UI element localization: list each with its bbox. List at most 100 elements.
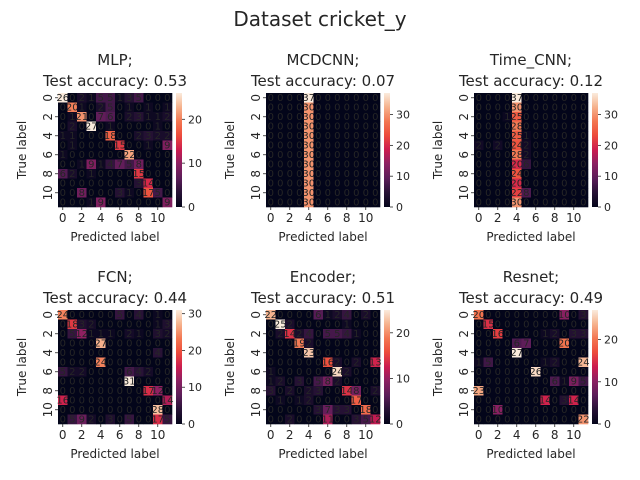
cell-value-label: 0 — [372, 131, 378, 142]
heatmap-cell — [304, 376, 314, 387]
heatmap-cell — [162, 405, 173, 415]
heatmap-cell — [162, 319, 173, 330]
heatmap-cell — [285, 338, 295, 349]
colorbar-tick-label: 20 — [188, 113, 202, 126]
cell-value-label: 0 — [542, 414, 548, 425]
heatmap-cell — [531, 310, 541, 320]
cell-value-label: 0 — [363, 357, 369, 368]
cell-value-label: 0 — [88, 140, 94, 151]
heatmap-cell — [304, 102, 314, 113]
heatmap-cell — [569, 395, 579, 406]
heatmap-cell — [115, 329, 125, 339]
cell-value-label: 0 — [107, 169, 113, 180]
x-tick-label: 10 — [566, 211, 581, 225]
cell-value-label: 0 — [523, 169, 529, 180]
heatmap-cell — [521, 178, 532, 189]
heatmap-cell — [370, 395, 381, 406]
heatmap-cell — [294, 169, 305, 179]
cell-value-label: 0 — [495, 197, 501, 208]
cell-value-label: 0 — [296, 121, 302, 132]
cell-value-label: 1 — [561, 376, 567, 387]
cell-value-label: 0 — [523, 102, 529, 113]
cell-value-label: 0 — [98, 169, 104, 180]
heatmap-cell — [502, 131, 513, 141]
heatmap-cell — [67, 414, 78, 425]
heatmap-cell — [124, 348, 135, 358]
heatmap-cell — [342, 112, 352, 122]
heatmap-cell — [323, 338, 333, 349]
heatmap-cell — [483, 338, 494, 349]
cell-value-label: 0 — [268, 338, 274, 349]
heatmap-cell — [323, 414, 333, 425]
heatmap-cell — [313, 178, 324, 189]
heatmap-cell — [162, 310, 173, 320]
heatmap-cell — [332, 159, 343, 170]
heatmap-cell — [294, 338, 305, 349]
cell-value-label: 0 — [277, 338, 283, 349]
cell-value-label: 0 — [296, 93, 302, 104]
heatmap-cell — [304, 112, 314, 122]
cell-value-label: 0 — [504, 395, 510, 406]
heatmap-cell — [361, 414, 371, 425]
cell-value-label: 27 — [85, 121, 98, 132]
cell-value-label: 7 — [325, 405, 331, 416]
cell-value-label: 0 — [372, 197, 378, 208]
cell-value-label: 0 — [88, 112, 94, 123]
cell-value-label: 0 — [372, 348, 378, 359]
cell-value-label: 0 — [98, 348, 104, 359]
heatmap-cell — [569, 367, 579, 377]
heatmap-cell — [493, 140, 503, 151]
x-tick-label: 0 — [475, 211, 483, 225]
cell-value-label: 8 — [136, 159, 142, 170]
heatmap-cell — [474, 386, 484, 396]
cell-value-label: 0 — [117, 121, 123, 132]
heatmap-cell — [493, 395, 503, 406]
heatmap-cell — [578, 405, 589, 415]
cell-value-label: 0 — [107, 376, 113, 387]
heatmap-cell — [342, 319, 352, 330]
heatmap-cell — [361, 338, 371, 349]
heatmap-cell — [332, 93, 343, 103]
x-tick-label: 6 — [116, 428, 124, 442]
cell-value-label: 0 — [523, 319, 529, 330]
cell-value-label: 0 — [287, 102, 293, 113]
cell-value-label: 0 — [523, 376, 529, 387]
cell-value-label: 20 — [472, 310, 485, 321]
cell-value-label: 0 — [268, 150, 274, 161]
heatmap-cell — [578, 188, 589, 198]
heatmap-cell — [332, 338, 343, 349]
cell-value-label: 0 — [117, 357, 123, 368]
heatmap-cell — [512, 188, 522, 198]
heatmap-cell — [77, 414, 87, 425]
cell-value-label: 0 — [268, 169, 274, 180]
cell-value-label: 0 — [136, 150, 142, 161]
heatmap-cell — [351, 376, 362, 387]
heatmap-cell — [578, 197, 589, 208]
cell-value-label: 0 — [571, 348, 577, 359]
x-axis-label: Predicted label — [70, 447, 159, 461]
heatmap-cell — [531, 386, 541, 396]
cell-value-label: 0 — [363, 150, 369, 161]
cell-value-label: 0 — [363, 140, 369, 151]
cell-value-label: 0 — [315, 188, 321, 199]
cell-value-label: 0 — [580, 131, 586, 142]
heatmap-cell — [285, 329, 295, 339]
cell-value-label: 0 — [571, 112, 577, 123]
cell-value-label: 0 — [69, 188, 75, 199]
colorbar-tick-label: 30 — [604, 109, 618, 122]
cell-value-label: 5 — [325, 329, 331, 340]
cell-value-label: 0 — [504, 159, 510, 170]
heatmap-cell — [569, 405, 579, 415]
cell-value-label: 2 — [69, 169, 75, 180]
cell-value-label: 0 — [164, 159, 170, 170]
heatmap-cell — [521, 357, 532, 368]
cell-value-label: 0 — [485, 159, 491, 170]
cell-value-label: 0 — [552, 367, 558, 378]
heatmap-cell — [86, 338, 97, 349]
heatmap-cell — [512, 159, 522, 170]
heatmap-cell — [304, 140, 314, 151]
heatmap-cell — [294, 376, 305, 387]
heatmap-cell — [474, 169, 484, 179]
cell-value-label: 0 — [363, 376, 369, 387]
cell-value-label: 0 — [372, 121, 378, 132]
